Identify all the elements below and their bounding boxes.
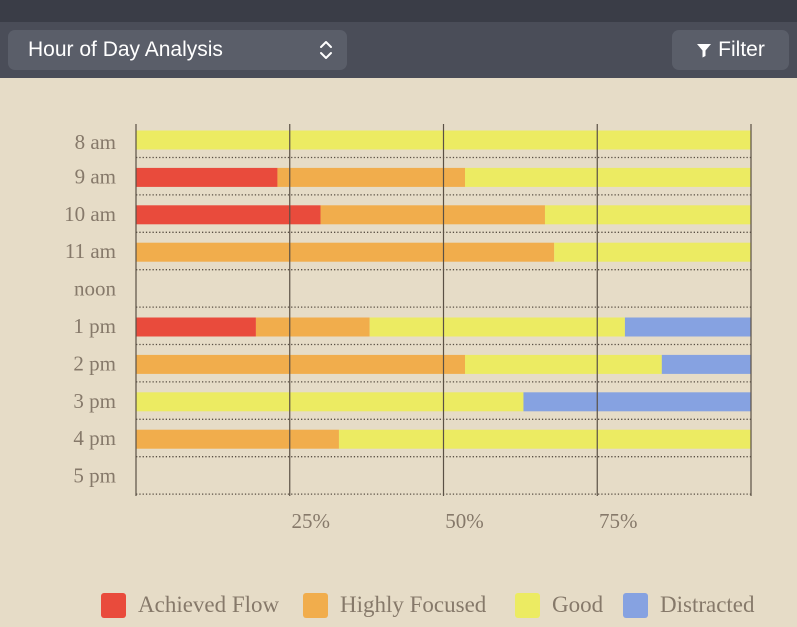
legend-label: Distracted — [660, 592, 755, 617]
toolbar: Hour of Day Analysis Filter — [0, 22, 797, 78]
x-tick-label: 50% — [445, 509, 484, 533]
legend-item: Good — [515, 588, 603, 622]
y-tick-label: 9 am — [75, 164, 116, 188]
filter-button[interactable]: Filter — [672, 30, 789, 70]
bar-segment — [465, 354, 662, 374]
y-tick-label: 8 am — [75, 130, 116, 154]
bar-segment — [320, 205, 545, 225]
legend-swatch — [515, 592, 540, 618]
legend-label: Achieved Flow — [138, 592, 280, 617]
y-tick-label: 3 pm — [73, 389, 116, 413]
bar-segment — [277, 167, 466, 187]
legend-label: Good — [552, 592, 604, 617]
bar-segment — [136, 317, 256, 337]
y-tick-label: 4 pm — [73, 426, 116, 450]
legend-swatch — [303, 592, 328, 618]
hour-of-day-chart: 8 am 9 am 10 am 11 am noon 1 pm 2 pm 3 pm 4 pm 5 … — [64, 124, 752, 533]
chevron-updown-icon — [320, 41, 332, 59]
bar-segment — [136, 205, 321, 225]
bar-segment — [544, 205, 751, 225]
bar-segment — [136, 392, 524, 412]
y-tick-label: noon — [74, 277, 117, 301]
y-tick-label: 5 pm — [73, 464, 116, 488]
legend-item: Achieved Flow — [101, 588, 279, 622]
bar-segment — [523, 392, 751, 412]
x-tick-label: 75% — [599, 509, 638, 533]
bar-segment — [661, 354, 751, 374]
bar-segment — [136, 429, 339, 449]
view-select[interactable]: Hour of Day Analysis — [8, 30, 347, 70]
filter-button-label: Filter — [718, 38, 765, 61]
legend-item: Highly Focused — [303, 588, 486, 622]
filter-icon — [697, 44, 712, 58]
y-tick-label: 1 pm — [73, 314, 116, 338]
legend-swatch — [101, 592, 126, 618]
legend-label: Highly Focused — [340, 592, 487, 617]
bar-segment — [369, 317, 625, 337]
bar-segment — [136, 242, 555, 262]
chart-legend: Achieved Flow Highly Focused Good Distracte… — [0, 588, 797, 622]
bar-segment — [338, 429, 751, 449]
bar-segment — [136, 354, 466, 374]
bar-segment — [255, 317, 370, 337]
bar-segment — [624, 317, 751, 337]
legend-swatch — [623, 592, 648, 618]
bar-segment — [465, 167, 751, 187]
legend-item: Distracted — [623, 588, 755, 622]
bar-segment — [136, 167, 278, 187]
x-tick-label: 25% — [292, 509, 331, 533]
y-tick-label: 2 pm — [73, 351, 116, 375]
view-select-label: Hour of Day Analysis — [28, 38, 223, 61]
y-tick-label: 10 am — [64, 202, 116, 226]
window-titlebar — [0, 0, 797, 22]
y-tick-label: 11 am — [65, 239, 116, 263]
bar-segment — [554, 242, 751, 262]
